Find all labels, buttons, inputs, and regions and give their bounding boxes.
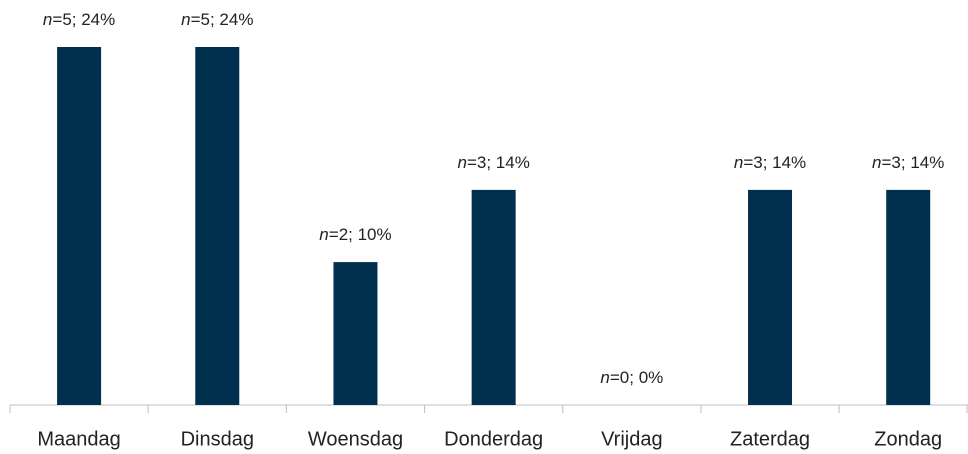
bar: [195, 47, 240, 405]
value-label: n=5; 24%: [181, 10, 253, 29]
value-label: n=5; 24%: [43, 10, 115, 29]
bar: [886, 189, 931, 405]
x-tick-label: Donderdag: [444, 428, 543, 450]
x-tick-label: Zondag: [874, 428, 942, 450]
bar: [333, 262, 378, 405]
x-tick-label: Vrijdag: [601, 428, 663, 450]
x-tick-label: Dinsdag: [181, 428, 254, 450]
value-label: n=3; 14%: [872, 153, 944, 172]
x-tick-label: Woensdag: [308, 428, 403, 450]
x-tick-label: Maandag: [37, 428, 120, 450]
bar: [471, 189, 516, 405]
value-label: n=2; 10%: [319, 226, 391, 245]
bar: [57, 47, 102, 405]
x-tick-label: Zaterdag: [730, 428, 810, 450]
bar: [748, 189, 793, 405]
value-label: n=0; 0%: [600, 368, 663, 387]
value-label: n=3; 14%: [457, 153, 529, 172]
value-label: n=3; 14%: [734, 153, 806, 172]
